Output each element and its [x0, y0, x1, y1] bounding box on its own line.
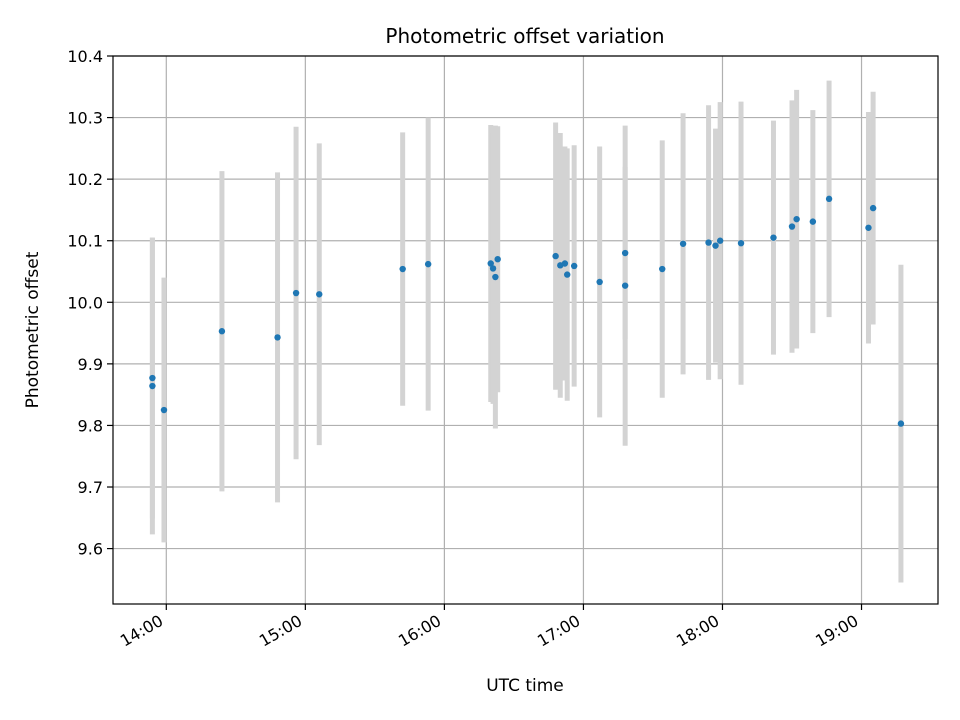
data-point	[869, 204, 877, 212]
data-point	[492, 273, 499, 281]
data-point	[561, 260, 569, 267]
y-tick-label: 10.2	[67, 170, 103, 189]
y-tick-label: 9.8	[78, 416, 103, 435]
data-point	[865, 224, 872, 231]
data-point	[809, 218, 817, 225]
data-point	[399, 265, 406, 273]
data-point	[570, 262, 578, 270]
data-point	[274, 334, 281, 341]
data-point	[596, 278, 603, 286]
data-point	[487, 260, 494, 267]
chart-title: Photometric offset variation	[385, 24, 664, 48]
data-point	[793, 215, 800, 223]
y-tick-label: 10.4	[67, 47, 103, 66]
data-point	[149, 374, 156, 382]
y-tick-label: 10.3	[67, 109, 103, 128]
data-point	[825, 195, 833, 203]
data-point	[494, 255, 501, 263]
x-axis-label: UTC time	[486, 676, 564, 696]
data-point	[712, 242, 719, 249]
data-point	[716, 237, 724, 244]
data-point	[705, 239, 712, 246]
data-point	[737, 239, 745, 247]
data-point	[679, 240, 687, 247]
data-point	[552, 252, 559, 260]
data-point	[424, 260, 432, 268]
data-point	[621, 282, 629, 289]
data-point	[621, 249, 629, 257]
y-axis: 9.6 9.7 9.8 9.9 10.0 10.1 10.2 10.3 10.4	[67, 47, 113, 559]
data-point	[292, 289, 300, 297]
y-axis-label: Photometric offset	[23, 251, 43, 408]
data-point	[218, 328, 226, 335]
y-tick-label: 9.7	[78, 478, 103, 497]
data-points	[149, 195, 905, 427]
data-point	[316, 291, 323, 298]
y-tick-label: 10.0	[67, 293, 103, 312]
data-point	[149, 382, 156, 390]
data-point	[564, 271, 571, 278]
data-point	[659, 265, 666, 273]
data-point	[489, 265, 497, 272]
y-tick-label: 9.6	[78, 540, 103, 559]
data-point	[788, 223, 796, 230]
y-tick-label: 9.9	[78, 355, 103, 374]
plot-frame	[112, 55, 939, 605]
data-point	[897, 420, 905, 427]
data-point	[770, 234, 777, 241]
data-point	[160, 406, 168, 414]
y-tick-label: 10.1	[67, 232, 103, 251]
